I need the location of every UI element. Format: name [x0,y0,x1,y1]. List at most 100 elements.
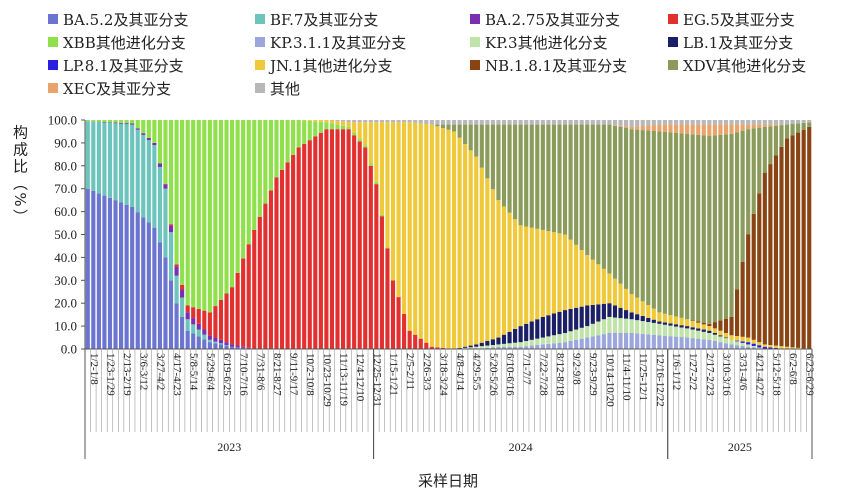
bar-segment [690,124,695,135]
bar-segment [640,301,645,317]
bar-segment [313,121,318,137]
bar-segment [590,259,595,305]
legend-label: 其他 [270,79,301,98]
bar-segment [191,307,196,319]
bar-segment [368,120,373,123]
bar-segment [157,163,162,167]
bar-segment [318,132,323,349]
bar-segment [457,347,462,349]
bar-segment [485,347,490,349]
bar-segment [596,120,601,125]
bar-segment [113,200,118,349]
bar-segment [712,135,717,323]
bar-segment [524,120,529,125]
bar-segment [346,120,351,123]
x-tick-label: 2/26-3/3 [421,353,433,391]
bar-segment [119,120,124,123]
bar-segment [141,217,146,349]
bar-segment [607,124,612,274]
bar-segment [180,316,185,349]
legend-item: LB.1及其亚分支 [668,31,793,53]
bar-segment [507,343,512,347]
bar-segment [557,342,562,349]
bar-segment [646,305,651,318]
bar-segment [307,140,312,349]
x-axis: 1/2-1/8 1/23-1/29 2/13-2/19 3/6-3/12 3/27-4/… [84,348,816,459]
bar-segment [119,122,124,124]
bar-segment [635,320,640,334]
bar-segment [124,124,129,205]
bar-segment [141,134,146,218]
bar-segment [729,335,734,340]
bar-segment [501,334,507,344]
y-tick-label: 70.0 [54,181,77,196]
bar-segment [424,124,429,343]
bar-segment [535,344,540,349]
bar-segment [773,125,778,156]
bar-segment [407,122,412,331]
legend-label: BF.7及其亚分支 [270,10,379,29]
bar-segment [535,319,540,339]
bar-segment [124,120,129,124]
x-tick-label: 8/21-8/27 [271,353,283,396]
bar-segment [352,120,357,123]
bar-segment [746,129,751,235]
bar-segment [735,120,740,125]
bar-segment [479,124,484,168]
bar-segment [202,120,207,311]
bar-segment [673,316,679,325]
bar-segment [546,336,551,344]
bar-segment [679,327,684,338]
bar-segment [757,124,762,128]
x-tick-label: 10/14-10/20 [604,353,616,407]
bar-segment [779,346,784,349]
bar-segment [263,203,268,349]
bar-segment [640,321,645,334]
bar-segment [180,120,185,285]
bar-segment [696,134,701,322]
bar-segment [390,122,396,281]
bar-segment [707,332,712,340]
bar-segment [324,129,329,349]
bar-segment [635,129,640,298]
bar-segment [557,233,562,312]
bar-segment [379,216,384,349]
bar-segment [607,120,612,125]
bar-segment [285,162,290,349]
bar-segment [723,318,729,333]
bar-segment [513,219,518,329]
bar-segment [202,310,207,330]
bar-segment [707,323,712,327]
bar-segment [757,127,762,194]
bar-segment [196,329,201,337]
bar-segment [174,120,179,265]
bar-segment [107,122,113,123]
bar-segment [501,124,507,207]
bar-segment [229,120,235,288]
bar-segment [524,323,529,341]
bar-segment [446,129,451,349]
x-tick-label: 8/12-8/18 [554,353,566,396]
bar-segment [696,120,701,125]
bar-segment [96,120,101,122]
bar-segment [268,190,273,349]
bar-segment [773,124,778,126]
bar-segment [235,345,240,348]
x-tick-label: 4/21-4/27 [754,353,766,396]
bar-segment [679,124,684,134]
bar-segment [429,124,434,347]
bar-segment [235,347,240,349]
bar-segment [496,120,501,125]
bar-segment [590,336,595,349]
bar-segment [535,124,540,229]
bar-segment [562,120,568,125]
legend-label: JN.1其他进化分支 [270,56,393,75]
bar-segment [518,124,523,226]
bar-segment [146,138,151,141]
bar-segment [635,120,640,127]
bar-segment [801,129,806,349]
bar-segment [668,124,673,133]
bar-segment [374,122,379,182]
bar-segment [340,121,346,126]
bar-segment [590,323,595,337]
